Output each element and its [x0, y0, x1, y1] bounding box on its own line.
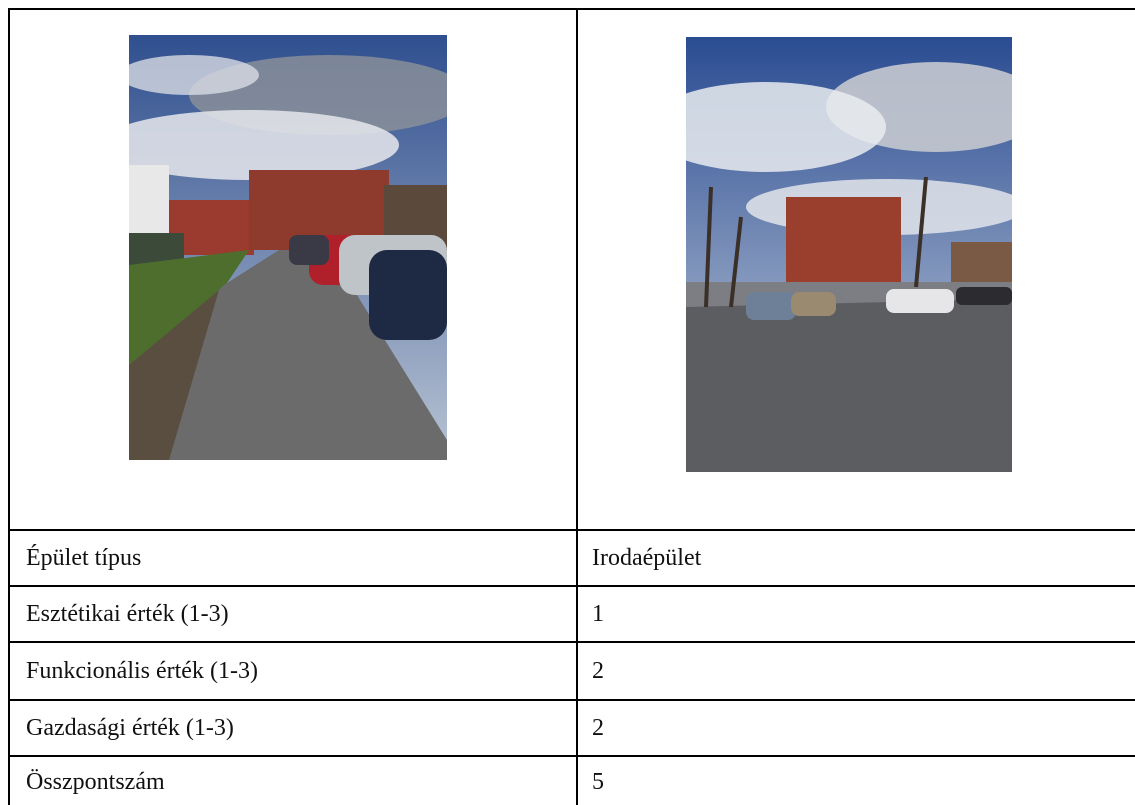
table-border	[8, 755, 1135, 757]
table-cell: 5	[592, 770, 604, 794]
table-cell: 2	[592, 716, 604, 740]
table-cell: Összpontszám	[26, 770, 165, 794]
table-cell: 2	[592, 659, 604, 683]
table-cell: Funkcionális érték (1-3)	[26, 659, 258, 683]
table-border	[8, 8, 1135, 10]
table-cell: Esztétikai érték (1-3)	[26, 602, 229, 626]
photo	[686, 37, 1012, 472]
table-cell: Irodaépület	[592, 546, 701, 570]
page: Épület típus Irodaépület Esztétikai érté…	[0, 0, 1135, 805]
table-border	[8, 699, 1135, 701]
table-cell: 1	[592, 602, 604, 626]
table-border	[8, 8, 10, 805]
table-border	[576, 8, 578, 805]
table-border	[8, 529, 1135, 531]
table-cell: Épület típus	[26, 546, 141, 570]
table-cell: Gazdasági érték (1-3)	[26, 716, 234, 740]
photo	[129, 35, 447, 460]
table-border	[8, 585, 1135, 587]
table-border	[8, 641, 1135, 643]
